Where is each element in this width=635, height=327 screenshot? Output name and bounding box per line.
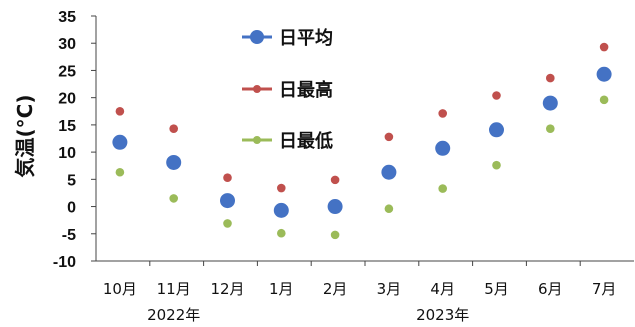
point-min	[115, 167, 125, 177]
point-max	[492, 91, 501, 100]
point-avg	[489, 122, 504, 138]
point-max	[277, 183, 286, 193]
y-tick-label: 35	[58, 9, 76, 26]
legend-marker	[253, 136, 261, 144]
year-label: 2023年	[416, 306, 469, 324]
point-min	[169, 194, 178, 203]
y-tick-labels: 35 30 25 20 15 10 5 0 -5 -10	[53, 9, 76, 271]
year-labels: 2022年 2023年	[147, 306, 469, 324]
x-tick-label: 7月	[592, 280, 617, 298]
y-tick-label: 5	[67, 172, 76, 189]
point-min	[546, 124, 555, 133]
point-max	[169, 124, 178, 133]
y-tick-label: -10	[53, 254, 76, 271]
point-max	[438, 109, 448, 118]
legend-marker	[253, 85, 261, 93]
point-avg	[435, 140, 451, 156]
point-avg	[381, 164, 397, 180]
y-tick-label: 20	[58, 91, 76, 108]
x-tick-label: 6月	[538, 280, 563, 298]
point-min	[330, 230, 340, 240]
legend-marker	[250, 30, 264, 44]
x-tick-label: 11月	[157, 280, 191, 298]
data-points	[112, 42, 612, 240]
point-max	[599, 42, 609, 52]
year-label: 2022年	[147, 306, 200, 324]
y-axis-label: 気温(°C)	[13, 95, 37, 178]
x-tick-label: 5月	[484, 280, 509, 298]
point-avg	[596, 66, 612, 82]
y-tick-label: 25	[58, 63, 76, 80]
x-tick-label: 4月	[430, 280, 455, 298]
x-tick-label: 2月	[323, 280, 348, 298]
point-avg	[542, 95, 558, 111]
point-min	[438, 184, 448, 193]
point-min	[277, 228, 286, 238]
point-max	[546, 73, 555, 83]
legend-label: 日最高	[279, 79, 333, 101]
point-avg	[327, 199, 343, 215]
y-tick-label: 30	[58, 36, 76, 53]
y-tick-label: 0	[67, 200, 76, 217]
x-tick-label: 1月	[269, 280, 294, 298]
x-tick-label: 12月	[210, 280, 244, 298]
axes	[91, 15, 634, 266]
y-tick-label: 15	[58, 118, 76, 135]
point-avg	[112, 134, 128, 150]
point-min	[223, 219, 232, 228]
point-max	[384, 132, 394, 142]
point-avg	[166, 154, 182, 170]
x-tick-label: 10月	[103, 280, 137, 298]
y-tick-label: -5	[62, 227, 76, 244]
point-min	[384, 204, 394, 214]
x-tick-label: 3月	[377, 280, 402, 298]
y-tick-label: 10	[58, 145, 76, 162]
point-max	[223, 173, 232, 182]
legend-label: 日最低	[279, 130, 333, 152]
point-avg	[273, 202, 289, 218]
point-max	[115, 106, 125, 116]
point-min	[599, 95, 609, 105]
point-avg	[220, 193, 235, 209]
legend-label: 日平均	[279, 27, 333, 49]
x-tick-labels: 10月 11月 12月 1月 2月 3月 4月 5月 6月 7月	[103, 280, 617, 298]
point-max	[330, 175, 340, 185]
point-min	[492, 160, 501, 170]
